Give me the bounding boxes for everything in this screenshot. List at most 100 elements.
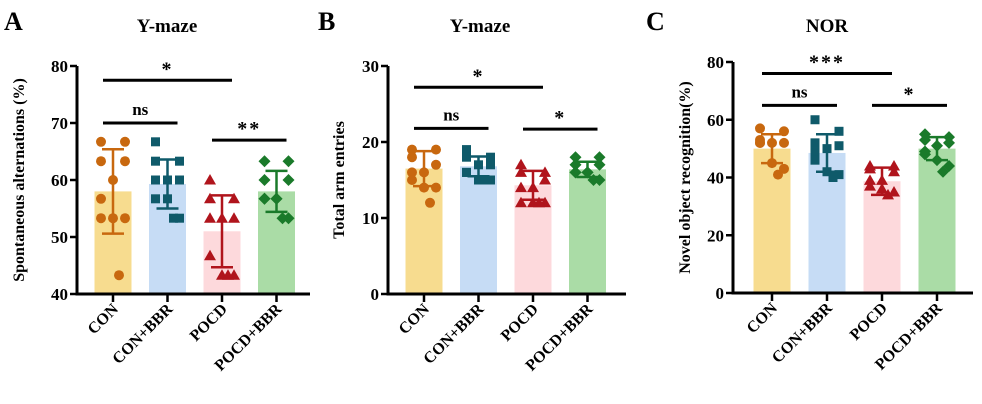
y-axis-label: Total arm entries — [331, 121, 348, 239]
data-point — [864, 180, 876, 191]
y-tick-label: 60 — [707, 111, 724, 130]
data-point — [407, 152, 417, 163]
data-point — [569, 151, 582, 164]
data-point — [276, 212, 289, 225]
data-point — [834, 170, 844, 180]
data-point — [204, 249, 216, 261]
data-point — [151, 175, 160, 185]
bar-pocd — [863, 181, 901, 293]
data-point — [175, 156, 184, 166]
x-tick-label: POCD — [498, 301, 542, 345]
panel-letter: B — [318, 7, 335, 36]
chart-title: Y-maze — [450, 16, 511, 37]
data-point — [96, 193, 106, 204]
data-point — [533, 196, 545, 208]
y-tick-label: 20 — [362, 133, 379, 152]
data-point — [515, 196, 527, 208]
y-axis-label: Spontaneous alternations (%) — [11, 78, 28, 282]
data-point — [937, 165, 949, 178]
y-tick-label: 80 — [51, 57, 68, 76]
significance-label: * — [904, 83, 916, 105]
data-point — [431, 144, 441, 155]
data-point — [151, 194, 160, 204]
y-axis-label: Novel object recognition(%) — [677, 81, 694, 274]
x-tick-label: POCD — [847, 300, 891, 344]
y-tick-label: 10 — [362, 209, 379, 228]
data-point — [834, 141, 844, 151]
data-point — [120, 213, 130, 224]
data-point — [834, 126, 844, 136]
data-point — [810, 138, 820, 148]
data-point — [431, 159, 441, 170]
y-tick-label: 0 — [716, 284, 725, 303]
significance-label: * — [554, 107, 566, 129]
y-tick-label: 0 — [371, 285, 380, 304]
data-point — [175, 213, 184, 223]
data-point — [114, 270, 124, 281]
data-point — [96, 136, 106, 147]
significance-label: ns — [443, 105, 459, 124]
y-tick-label: 40 — [51, 285, 68, 304]
data-point — [151, 137, 160, 147]
data-point — [204, 174, 216, 185]
data-point — [258, 155, 271, 168]
data-point — [425, 197, 435, 208]
data-point — [258, 174, 271, 186]
significance-label: *** — [809, 52, 845, 74]
data-point — [480, 175, 489, 185]
data-point — [810, 115, 820, 125]
data-point — [864, 174, 876, 185]
data-point — [258, 192, 271, 205]
data-point — [943, 136, 955, 149]
significance-label: * — [473, 65, 485, 87]
data-point — [810, 147, 820, 157]
panel-a: A Y-maze Spontaneous alternations (%) 40 50 6… — [4, 7, 310, 375]
data-point — [828, 173, 838, 182]
data-point — [282, 174, 295, 186]
data-point — [462, 167, 471, 177]
y-tick-label: 30 — [362, 57, 379, 76]
data-point — [539, 174, 551, 185]
panel-c: C NOR Novel object recognition(%) 0 20 40 60 80… — [646, 7, 973, 374]
x-tick-label: CON+BBR — [769, 299, 836, 366]
bar-pocd-bbr — [918, 148, 956, 293]
data-point — [539, 166, 551, 177]
y-tick-label: 70 — [51, 114, 68, 133]
x-tick-label: CON — [744, 299, 781, 336]
data-point — [462, 152, 471, 162]
data-point — [407, 175, 417, 185]
data-point — [282, 155, 295, 168]
data-point — [120, 136, 130, 147]
data-point — [407, 167, 417, 178]
data-point — [755, 137, 765, 148]
data-point — [228, 212, 240, 223]
data-point — [864, 162, 876, 174]
data-point — [810, 155, 820, 165]
data-point — [755, 123, 765, 134]
data-point — [515, 166, 527, 177]
data-point — [204, 192, 216, 204]
data-point — [96, 156, 106, 167]
bar-pocd-bbr — [569, 169, 606, 294]
data-point — [593, 151, 606, 164]
data-point — [486, 175, 495, 185]
data-point — [779, 137, 789, 148]
data-point — [888, 165, 900, 177]
data-point — [204, 212, 216, 223]
data-point — [515, 181, 527, 193]
data-point — [120, 156, 130, 167]
data-point — [474, 175, 483, 185]
data-point — [569, 166, 582, 179]
x-tick-label: CON — [85, 300, 122, 337]
data-point — [222, 269, 234, 280]
data-point — [486, 152, 495, 162]
significance-label: * — [162, 58, 174, 80]
data-point — [228, 192, 240, 204]
x-tick-label: CON — [396, 300, 433, 337]
x-tick-label: POCD — [187, 301, 231, 345]
data-point — [486, 160, 495, 170]
data-point — [919, 148, 931, 161]
significance-label: ns — [791, 82, 807, 101]
y-tick-label: 80 — [707, 53, 724, 72]
